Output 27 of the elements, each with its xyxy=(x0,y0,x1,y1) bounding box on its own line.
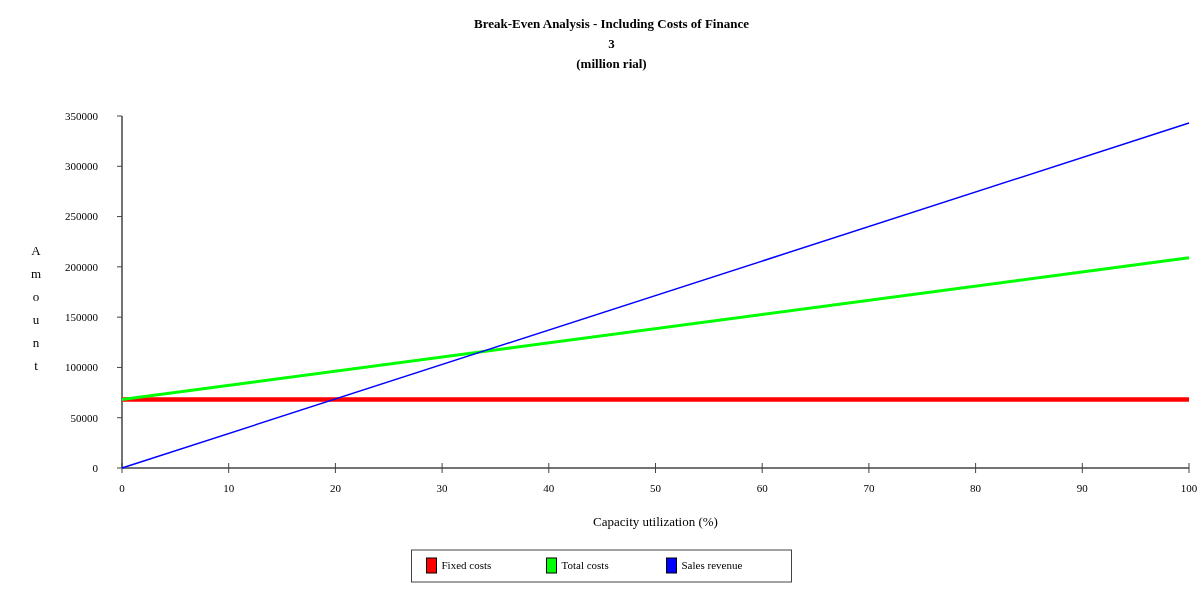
legend-label: Sales revenue xyxy=(681,558,743,571)
x-tick-label: 10 xyxy=(223,482,235,494)
x-axis-title: Capacity utilization (%) xyxy=(593,514,718,529)
x-tick-label: 100 xyxy=(1180,482,1198,494)
legend-label: Total costs xyxy=(561,558,609,571)
y-tick-label: 50000 xyxy=(70,411,99,424)
text: (million rial) xyxy=(576,56,647,71)
y-tick-label: 0 xyxy=(92,461,99,474)
chart-title: Break-Even Analysis - Including Costs of Finance xyxy=(474,16,750,31)
x-tick-label: 70 xyxy=(863,482,875,494)
x-tick-label: 60 xyxy=(756,482,769,494)
x-tick-label: 20 xyxy=(329,482,342,494)
y-axis-title: Amount xyxy=(30,243,42,373)
x-tick-label: 90 xyxy=(1076,482,1089,494)
y-tick-label: 300000 xyxy=(65,160,99,173)
x-tick-label: 40 xyxy=(543,482,555,494)
x-tick-label: 80 xyxy=(970,482,982,494)
y-tick-label: 350000 xyxy=(65,109,99,122)
y-tick-label: 200000 xyxy=(65,260,99,273)
y-tick-label: 150000 xyxy=(65,310,99,323)
y-tick-label: 250000 xyxy=(65,210,99,223)
legend-label: Fixed costs xyxy=(441,558,492,571)
x-tick-label: 30 xyxy=(436,482,449,494)
x-tick-label: 50 xyxy=(650,482,662,494)
chart-subtitle: 3 xyxy=(608,36,616,51)
x-tick-label: 0 xyxy=(119,482,126,494)
y-tick-label: 100000 xyxy=(65,361,99,374)
